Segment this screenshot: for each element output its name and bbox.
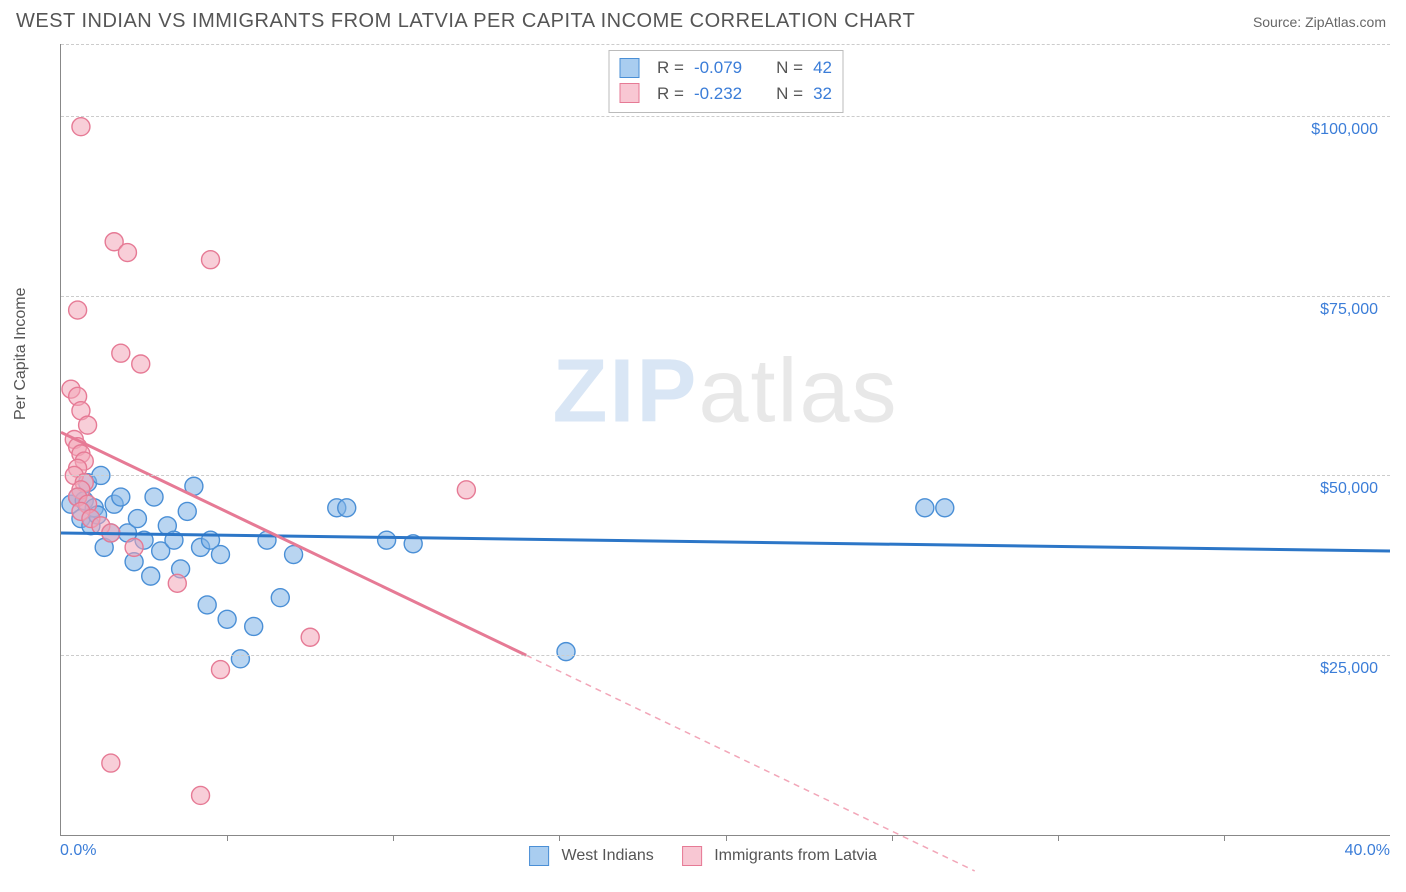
data-point [192, 786, 210, 804]
data-point [271, 589, 289, 607]
legend-swatch [529, 846, 549, 866]
plot-svg [61, 44, 1390, 835]
data-point [231, 650, 249, 668]
data-point [79, 416, 97, 434]
data-point [168, 574, 186, 592]
data-point [145, 488, 163, 506]
r-label: R = [657, 81, 684, 107]
legend-item: Immigrants from Latvia [682, 846, 877, 866]
y-tick-label: $50,000 [1320, 480, 1378, 498]
data-point [69, 301, 87, 319]
legend-swatch [619, 83, 639, 103]
legend-row: R = -0.232 N = 32 [619, 81, 832, 107]
y-axis-label: Per Capita Income [12, 287, 30, 420]
n-label: N = [776, 81, 803, 107]
data-point [378, 531, 396, 549]
data-point [211, 546, 229, 564]
data-point [142, 567, 160, 585]
gridline [61, 44, 1390, 45]
data-point [211, 661, 229, 679]
legend-item: West Indians [529, 846, 654, 866]
data-point [198, 596, 216, 614]
trend-line-extrapolation [526, 655, 975, 871]
r-value: -0.079 [694, 55, 742, 81]
chart-area: Per Capita Income ZIPatlas R = -0.079 N … [16, 44, 1390, 876]
gridline [61, 116, 1390, 117]
n-value: 42 [813, 55, 832, 81]
x-tick [1058, 835, 1059, 841]
data-point [245, 617, 263, 635]
legend-swatch [682, 846, 702, 866]
data-point [178, 502, 196, 520]
n-value: 32 [813, 81, 832, 107]
data-point [218, 610, 236, 628]
x-max-label: 40.0% [1345, 842, 1390, 860]
data-point [202, 251, 220, 269]
data-point [112, 344, 130, 362]
x-tick [227, 835, 228, 841]
data-point [132, 355, 150, 373]
data-point [118, 244, 136, 262]
data-point [125, 538, 143, 556]
chart-header: WEST INDIAN VS IMMIGRANTS FROM LATVIA PE… [0, 0, 1406, 37]
legend-label: Immigrants from Latvia [714, 847, 877, 864]
data-point [112, 488, 130, 506]
gridline [61, 475, 1390, 476]
data-point [916, 499, 934, 517]
r-label: R = [657, 55, 684, 81]
data-point [936, 499, 954, 517]
y-tick-label: $75,000 [1320, 301, 1378, 319]
legend-swatch [619, 58, 639, 78]
legend-row: R = -0.079 N = 42 [619, 55, 832, 81]
correlation-legend: R = -0.079 N = 42 R = -0.232 N = 32 [608, 50, 843, 113]
x-tick [1224, 835, 1225, 841]
data-point [128, 510, 146, 528]
data-point [338, 499, 356, 517]
y-tick-label: $25,000 [1320, 660, 1378, 678]
r-value: -0.232 [694, 81, 742, 107]
data-point [457, 481, 475, 499]
x-tick [892, 835, 893, 841]
data-point [301, 628, 319, 646]
gridline [61, 655, 1390, 656]
data-point [557, 643, 575, 661]
chart-title: WEST INDIAN VS IMMIGRANTS FROM LATVIA PE… [16, 10, 915, 33]
x-tick [559, 835, 560, 841]
y-tick-label: $100,000 [1311, 121, 1378, 139]
series-legend: West Indians Immigrants from Latvia [529, 846, 877, 866]
data-point [72, 118, 90, 136]
x-tick [726, 835, 727, 841]
chart-source: Source: ZipAtlas.com [1253, 14, 1386, 30]
x-tick [393, 835, 394, 841]
legend-label: West Indians [562, 847, 654, 864]
data-point [102, 754, 120, 772]
gridline [61, 296, 1390, 297]
plot-region: ZIPatlas R = -0.079 N = 42 R = -0.232 N … [60, 44, 1390, 836]
n-label: N = [776, 55, 803, 81]
x-min-label: 0.0% [60, 842, 96, 860]
